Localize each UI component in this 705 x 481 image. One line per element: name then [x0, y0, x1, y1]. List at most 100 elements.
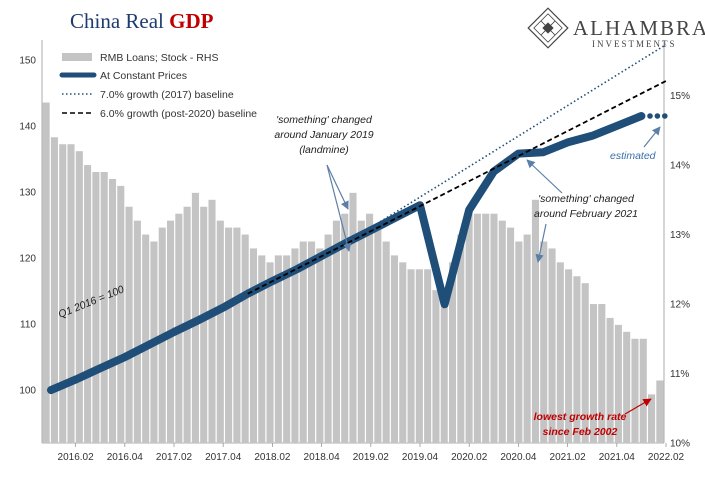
x-axis-ticks: 2016.02 2016.04 2017.02 2017.04 2018.02 2018.…: [58, 443, 685, 463]
landmine-arrow-2: [326, 164, 352, 252]
loan-bar: [283, 255, 291, 443]
loan-bar: [656, 380, 664, 443]
loan-bar: [249, 248, 258, 443]
loan-bar: [374, 227, 382, 443]
loan-bar: [142, 234, 150, 443]
loan-bar: [274, 255, 282, 443]
x-tick-label: 2021.04: [599, 452, 636, 463]
loan-bar: [92, 172, 100, 443]
loan-bar: [465, 213, 473, 443]
legend-swatch-bars: [62, 53, 92, 61]
loan-bar: [366, 213, 374, 443]
loan-bar: [266, 262, 274, 443]
loan-bar: [75, 151, 83, 444]
loan-bar: [216, 220, 224, 443]
legend-label-gdp: At Constant Prices: [100, 70, 187, 82]
loan-bar: [589, 304, 598, 443]
alhambra-logo: ALHAMBRA INVESTMENTS: [527, 7, 705, 49]
x-tick-label: 2022.02: [648, 452, 685, 463]
legend-label-bars: RMB Loans; Stock - RHS: [100, 52, 218, 64]
loan-bar: [556, 262, 564, 443]
loan-bar: [648, 394, 656, 443]
loan-bar: [614, 324, 622, 443]
x-tick-label: 2017.04: [205, 452, 242, 463]
loan-bar: [59, 144, 67, 443]
loan-bar: [407, 269, 415, 443]
x-tick-label: 2021.02: [550, 452, 587, 463]
right-tick-label: 12%: [670, 300, 690, 311]
logo-name: ALHAMBRA: [573, 16, 705, 40]
x-tick-label: 2019.04: [402, 452, 439, 463]
x-tick-label: 2019.02: [353, 452, 390, 463]
loan-bar: [515, 241, 523, 443]
loan-bar: [225, 227, 233, 443]
estimated-dot: [654, 113, 661, 119]
loan-bar: [349, 192, 357, 443]
x-tick-label: 2016.04: [107, 452, 144, 463]
x-tick-label: 2018.04: [304, 452, 341, 463]
right-tick-label: 13%: [670, 230, 690, 241]
x-tick-label: 2016.02: [58, 452, 95, 463]
legend-label-6pct: 6.0% growth (post-2020) baseline: [100, 108, 257, 120]
loan-bar: [299, 241, 307, 443]
left-tick-label: 130: [19, 188, 36, 199]
x-tick-label: 2020.04: [500, 452, 537, 463]
loan-bar: [241, 234, 249, 443]
loan-bar: [357, 220, 365, 443]
annotation-lowest-1: lowest growth rate: [534, 411, 627, 423]
baseline-6pct-line: [247, 80, 667, 295]
right-tick-label: 14%: [670, 161, 690, 172]
landmine-arrow-1: [326, 164, 349, 210]
left-axis-ticks: 100 110 120 130 140 150: [19, 55, 36, 396]
annotation-feb2021-1: 'something' changed: [538, 193, 635, 205]
loan-bar: [42, 102, 50, 443]
estimated-dot: [662, 113, 668, 119]
loan-bar: [208, 199, 216, 443]
loan-bar: [440, 297, 448, 443]
loan-bar: [598, 304, 606, 443]
loan-bar: [548, 248, 556, 443]
loan-bar: [507, 227, 515, 443]
loan-bar: [100, 172, 108, 443]
left-tick-label: 120: [19, 254, 36, 265]
right-tick-label: 11%: [670, 369, 689, 380]
loan-bar: [108, 178, 117, 443]
annotation-landmine-2: around January 2019: [274, 129, 373, 141]
loan-bar: [498, 220, 506, 443]
loan-bar: [531, 199, 539, 443]
x-tick-label: 2018.02: [254, 452, 291, 463]
loan-bar: [573, 276, 581, 443]
loan-bar: [606, 317, 614, 443]
annotation-estimated: estimated: [610, 150, 657, 162]
left-tick-label: 150: [19, 55, 36, 66]
loan-bar: [424, 269, 432, 443]
baseline-7pct-line: [345, 43, 667, 244]
loan-bar: [523, 234, 531, 443]
left-tick-label: 100: [19, 386, 36, 397]
feb2021-arrow-1: [526, 159, 563, 194]
loan-bar: [258, 255, 266, 443]
estimated-arrow: [643, 126, 661, 148]
legend-label-7pct: 7.0% growth (2017) baseline: [100, 89, 234, 101]
loan-bar: [490, 213, 498, 443]
loan-bar: [84, 165, 92, 443]
loan-bar: [399, 262, 407, 443]
loan-bar: [623, 331, 631, 443]
loan-bar: [482, 213, 490, 443]
annotation-landmine-3: (landmine): [299, 144, 349, 156]
loan-bar: [233, 227, 241, 443]
loan-bar: [390, 255, 399, 443]
loan-bar: [133, 220, 141, 443]
feb2021-arrow-2: [535, 223, 547, 263]
loan-bar: [291, 248, 299, 443]
loan-bar: [382, 241, 390, 443]
loan-bar: [639, 338, 647, 443]
estimated-dot: [647, 113, 653, 119]
annotation-feb2021-2: around February 2021: [534, 208, 638, 220]
loan-bar: [457, 234, 465, 443]
annotation-lowest-2: since Feb 2002: [543, 426, 618, 438]
right-tick-label: 15%: [670, 91, 690, 102]
loan-bar: [117, 185, 125, 443]
loan-bar: [67, 144, 75, 443]
